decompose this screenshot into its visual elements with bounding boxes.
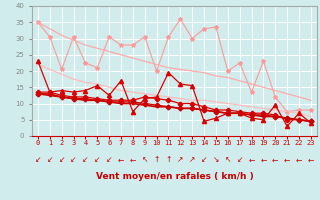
Text: ↗: ↗ [177, 155, 184, 164]
Text: ↙: ↙ [82, 155, 89, 164]
Text: ↘: ↘ [213, 155, 219, 164]
Text: ←: ← [272, 155, 278, 164]
Text: ←: ← [118, 155, 124, 164]
Text: ←: ← [296, 155, 302, 164]
Text: ←: ← [284, 155, 290, 164]
Text: ↙: ↙ [59, 155, 65, 164]
Text: ↙: ↙ [106, 155, 112, 164]
Text: ↖: ↖ [225, 155, 231, 164]
Text: ↙: ↙ [47, 155, 53, 164]
Text: ↗: ↗ [189, 155, 196, 164]
Text: ↙: ↙ [35, 155, 41, 164]
Text: ↙: ↙ [201, 155, 207, 164]
Text: ←: ← [260, 155, 267, 164]
Text: ↖: ↖ [141, 155, 148, 164]
Text: ←: ← [130, 155, 136, 164]
Text: ↙: ↙ [236, 155, 243, 164]
Text: ↙: ↙ [94, 155, 100, 164]
Text: ↙: ↙ [70, 155, 77, 164]
Text: ←: ← [248, 155, 255, 164]
Text: ↑: ↑ [165, 155, 172, 164]
Text: Vent moyen/en rafales ( km/h ): Vent moyen/en rafales ( km/h ) [96, 172, 253, 181]
Text: ←: ← [308, 155, 314, 164]
Text: ↑: ↑ [153, 155, 160, 164]
